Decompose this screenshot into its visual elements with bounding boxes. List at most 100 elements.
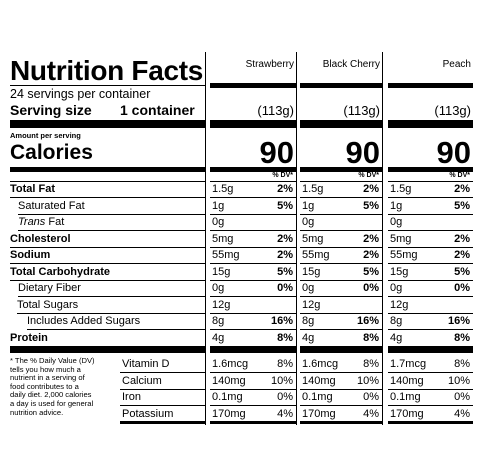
nutrient-amount: 15g	[212, 265, 231, 278]
nutrient-label: Protein	[10, 332, 48, 344]
row-rule	[300, 329, 382, 331]
row-rule	[10, 246, 205, 248]
nutrient-label: Sodium	[10, 250, 50, 261]
nutrient-amount: 1.5g	[212, 183, 234, 195]
row-rule	[300, 372, 382, 373]
row-rule	[210, 312, 296, 314]
vitamin-amount: 1.7mcg	[390, 358, 427, 370]
nutrient-label: Total Fat	[10, 184, 55, 195]
nutrient-dv: 16%	[447, 315, 470, 328]
nutrient-dv: 2%	[277, 183, 293, 195]
vitamin-dv: 0%	[363, 391, 379, 403]
nutrient-amount: 55mg	[390, 249, 418, 262]
vitamin-dv: 4%	[277, 407, 293, 420]
footnote-line: tells you how much a	[10, 364, 81, 374]
nutrient-amount: 8g	[212, 315, 225, 328]
vitamin-dv: 10%	[270, 374, 293, 387]
vitamin-amount: 170mg	[390, 407, 424, 420]
row-rule	[210, 213, 296, 215]
nutrient-dv: 8%	[277, 331, 293, 344]
calories-label: Calories	[10, 141, 93, 164]
nutrient-label: Dietary Fiber	[18, 283, 81, 294]
nutrient-label: Total Carbohydrate	[10, 265, 111, 278]
nutrient-dv: 2%	[454, 249, 470, 262]
row-rule	[388, 197, 473, 198]
nutrient-label-text: Trans	[18, 216, 46, 229]
row-rule	[210, 372, 296, 373]
row-rule	[388, 213, 473, 215]
servings-per-container: 24 servings per container	[10, 87, 151, 101]
nutrient-dv: 2%	[363, 232, 379, 245]
row-rule	[210, 197, 296, 198]
nutrient-dv: 5%	[363, 265, 379, 278]
nutrient-dv: 2%	[454, 232, 470, 245]
row-rule	[27, 329, 205, 331]
amount-per-serving: Amount per serving	[10, 131, 81, 140]
row-rule	[388, 388, 473, 390]
nutrient-dv: 16%	[356, 315, 379, 328]
nutrient-amount: 12g	[212, 298, 231, 311]
vitamin-dv: 10%	[356, 374, 379, 387]
nutrient-amount: 12g	[302, 298, 321, 311]
row-rule	[300, 296, 382, 298]
nutrient-amount: 0g	[212, 282, 225, 295]
row-rule	[300, 197, 382, 198]
vitamin-dv: 8%	[454, 358, 470, 370]
calories-value: 90	[345, 135, 380, 170]
column-divider-2	[382, 52, 384, 425]
nutrient-dv: 2%	[277, 232, 293, 245]
calories-rule	[300, 167, 382, 172]
bottom-rule	[210, 421, 296, 424]
row-rule	[388, 329, 473, 331]
nutrient-dv: 5%	[277, 265, 293, 278]
row-rule	[210, 388, 296, 390]
thick-rule-bottom	[300, 346, 382, 353]
row-rule	[18, 213, 205, 215]
row-rule	[210, 263, 296, 265]
nutrient-label: Includes Added Sugars	[27, 316, 140, 327]
row-rule	[300, 312, 382, 314]
nutrient-amount: 0g	[390, 216, 403, 229]
nutrient-label-suffix: Fat	[45, 216, 65, 229]
nutrient-amount: 55mg	[302, 249, 330, 262]
row-rule	[210, 405, 296, 406]
bottom-rule	[120, 421, 205, 424]
dv-rule	[300, 180, 382, 182]
row-rule	[10, 197, 205, 198]
calories-rule	[388, 167, 473, 172]
nutrient-label-text: Total Sugars	[17, 298, 79, 311]
vitamin-amount: 140mg	[390, 374, 424, 387]
bottom-rule	[300, 421, 382, 424]
serving-size-label: Serving size	[10, 102, 92, 118]
nutrient-amount: 1.5g	[302, 183, 324, 195]
calories-value: 90	[259, 135, 294, 170]
flavor-thick-rule	[388, 83, 473, 88]
dv-header: % DV*	[449, 172, 470, 179]
nutrient-dv: 5%	[454, 199, 470, 212]
nutrient-label-text: Total Carbohydrate	[10, 265, 111, 278]
dv-header: % DV*	[272, 172, 293, 179]
nutrient-amount: 8g	[302, 315, 315, 328]
calories-rule	[210, 167, 296, 172]
nutrient-dv: 0%	[454, 282, 470, 295]
nutrient-label-text: Cholesterol	[10, 232, 71, 245]
row-rule	[388, 279, 473, 281]
nutrient-dv: 5%	[363, 199, 379, 212]
column-divider-1	[296, 52, 298, 425]
nutrient-dv: 2%	[454, 183, 470, 195]
left-panel-divider	[205, 52, 207, 425]
nutrient-amount: 12g	[390, 298, 409, 311]
serving-grams: (113g)	[434, 103, 471, 118]
vitamin-dv: 4%	[363, 407, 379, 420]
row-rule	[388, 312, 473, 314]
nutrient-dv: 2%	[277, 249, 293, 262]
row-rule	[210, 329, 296, 331]
flavor-thick-rule	[210, 83, 296, 88]
flavor-name: Strawberry	[245, 59, 294, 70]
flavor-name: Black Cherry	[322, 59, 380, 70]
nutrient-dv: 5%	[277, 199, 293, 212]
footnote-line: nutrient in a serving of	[10, 373, 85, 383]
nutrient-amount: 4g	[212, 331, 225, 344]
row-rule	[300, 388, 382, 390]
row-rule	[388, 372, 473, 373]
